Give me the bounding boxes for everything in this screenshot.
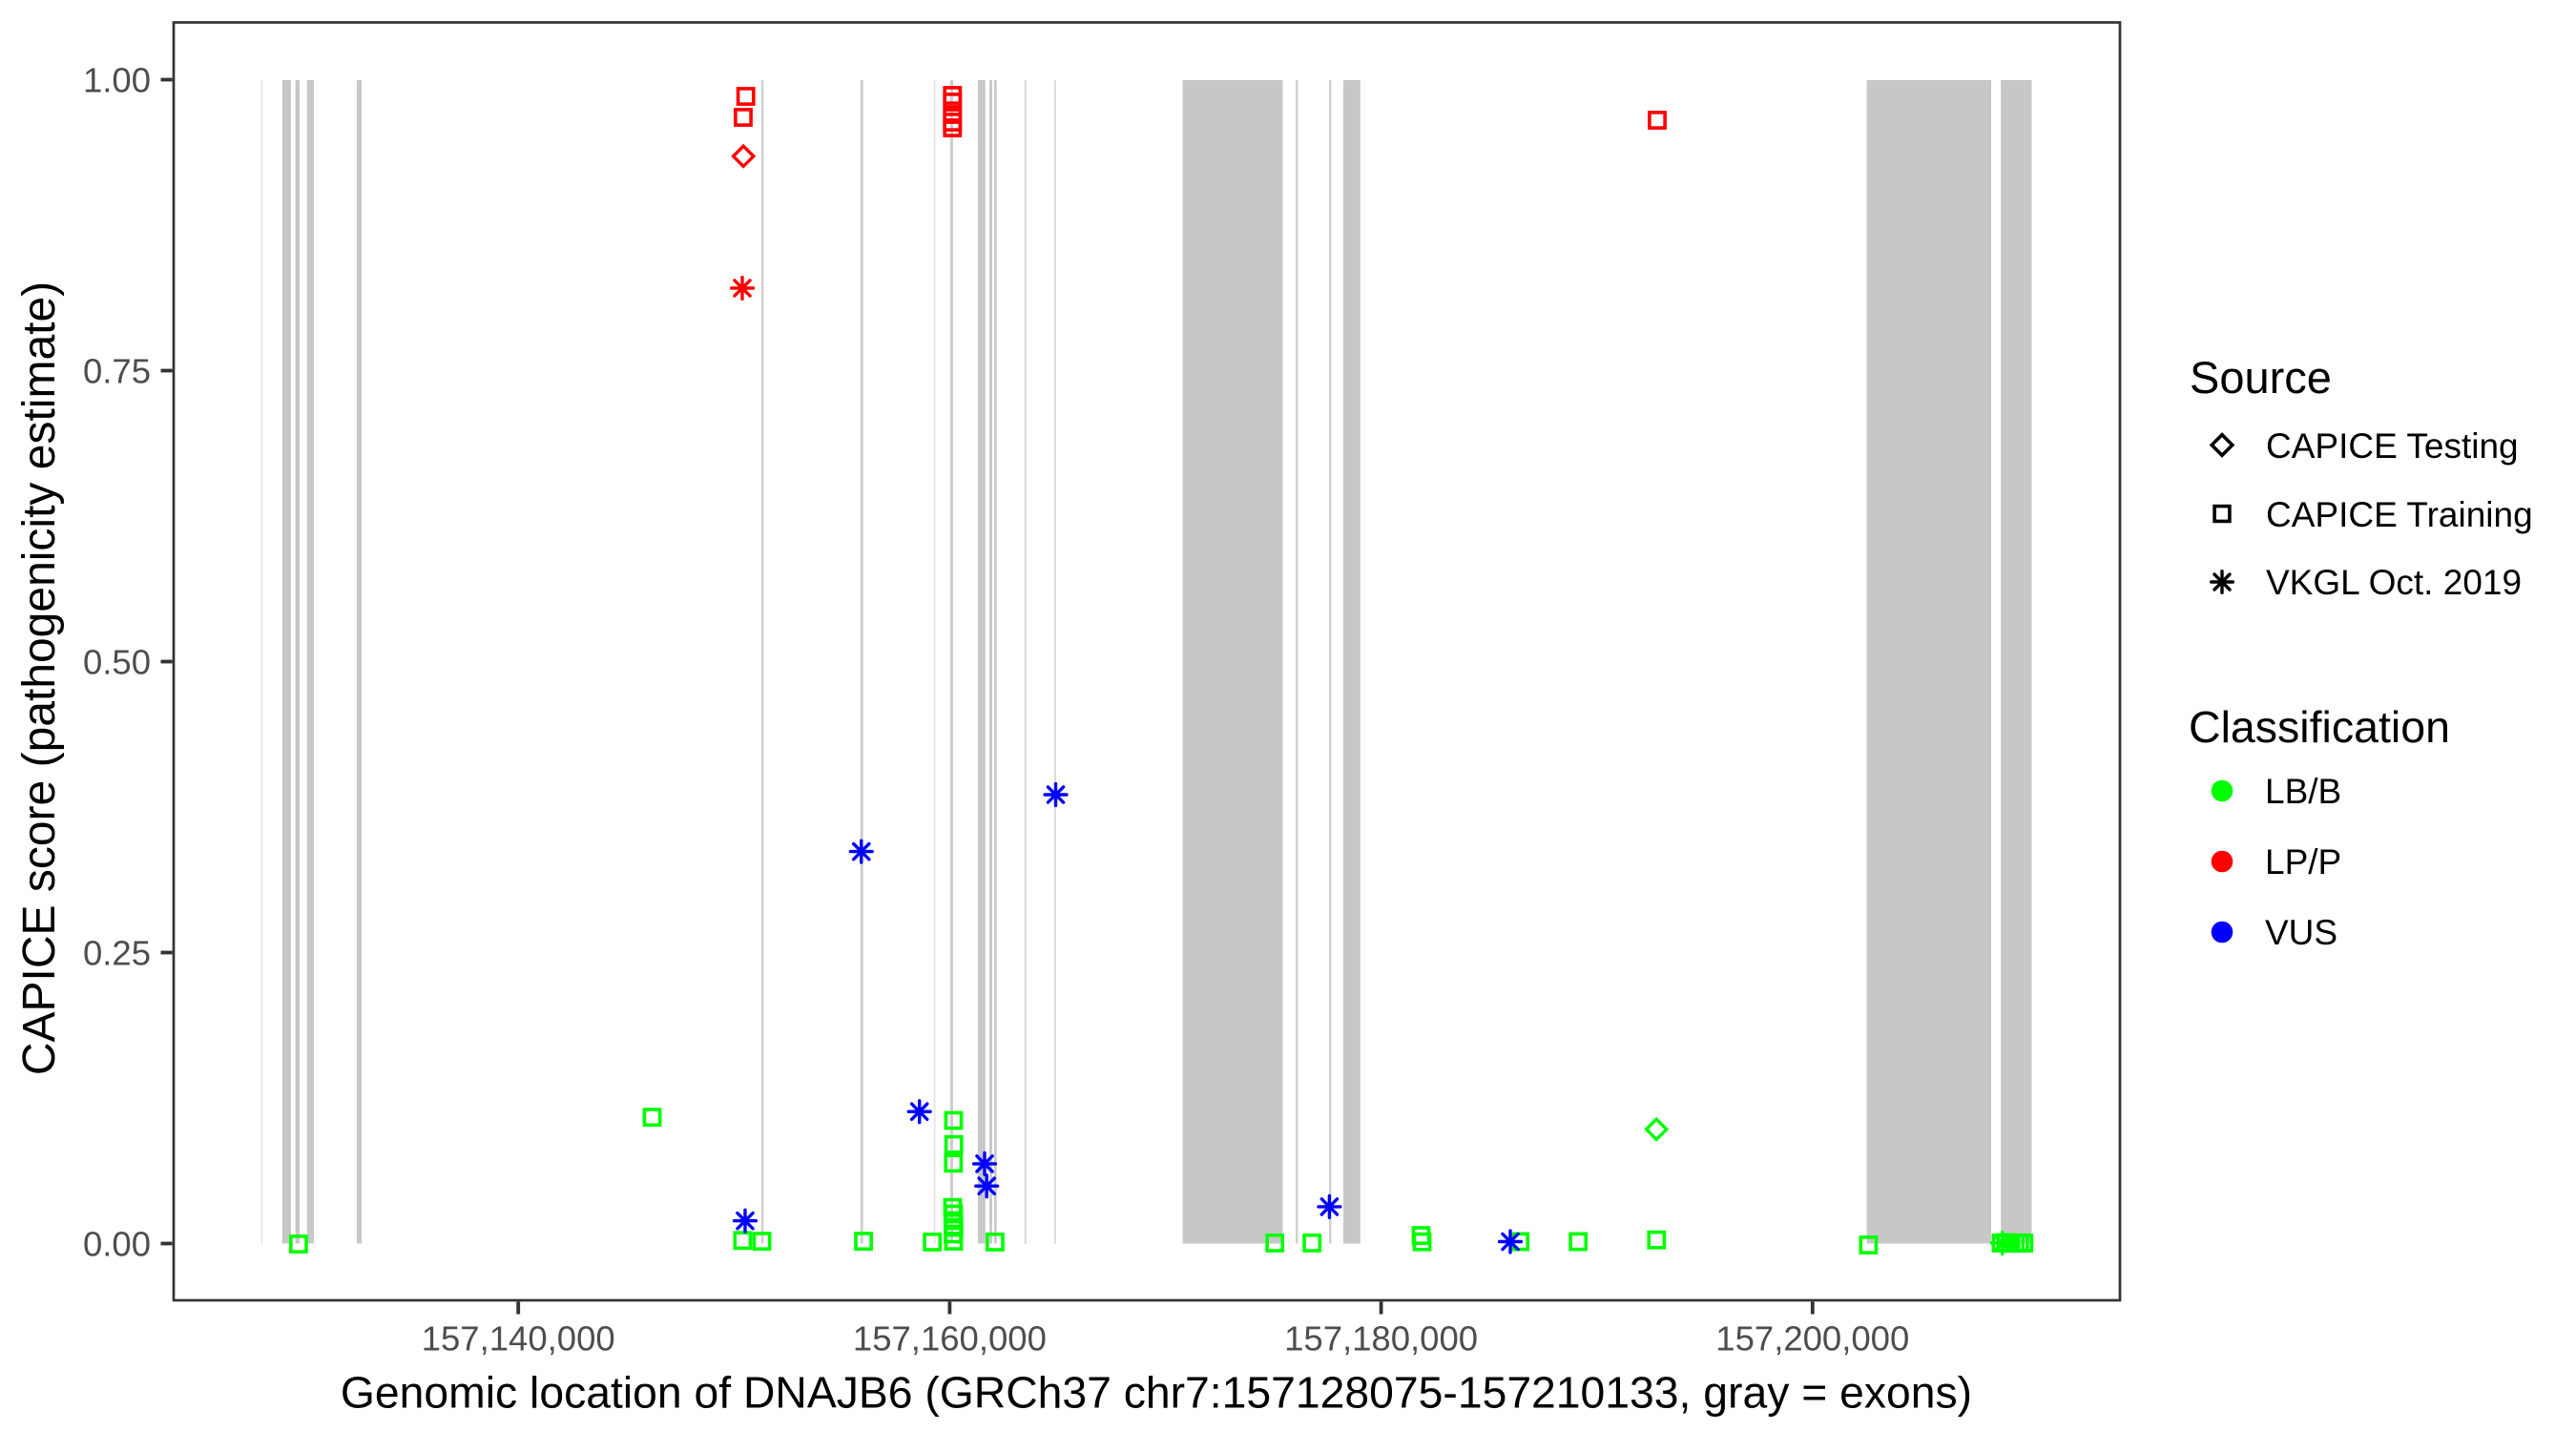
svg-text:VUS: VUS: [2265, 913, 2337, 952]
svg-text:LP/P: LP/P: [2265, 842, 2341, 881]
svg-text:CAPICE Testing: CAPICE Testing: [2266, 426, 2519, 466]
svg-text:157,160,000: 157,160,000: [853, 1319, 1047, 1358]
svg-text:LB/B: LB/B: [2265, 772, 2341, 811]
svg-text:1.00: 1.00: [83, 60, 151, 99]
svg-text:157,200,000: 157,200,000: [1715, 1319, 1909, 1358]
svg-text:0.50: 0.50: [83, 642, 151, 681]
svg-text:Classification: Classification: [2189, 702, 2450, 752]
svg-text:Source: Source: [2190, 352, 2332, 403]
svg-text:CAPICE score (pathogenicity es: CAPICE score (pathogenicity estimate): [14, 281, 65, 1075]
svg-text:VKGL Oct. 2019: VKGL Oct. 2019: [2266, 563, 2522, 602]
svg-text:157,140,000: 157,140,000: [422, 1319, 615, 1358]
svg-text:0.75: 0.75: [83, 351, 151, 390]
svg-text:157,180,000: 157,180,000: [1284, 1319, 1478, 1358]
svg-text:0.00: 0.00: [83, 1224, 151, 1263]
svg-text:Genomic location of DNAJB6 (GR: Genomic location of DNAJB6 (GRCh37 chr7:…: [341, 1368, 1972, 1418]
svg-text:CAPICE Training: CAPICE Training: [2266, 495, 2533, 534]
svg-text:0.25: 0.25: [83, 933, 151, 972]
